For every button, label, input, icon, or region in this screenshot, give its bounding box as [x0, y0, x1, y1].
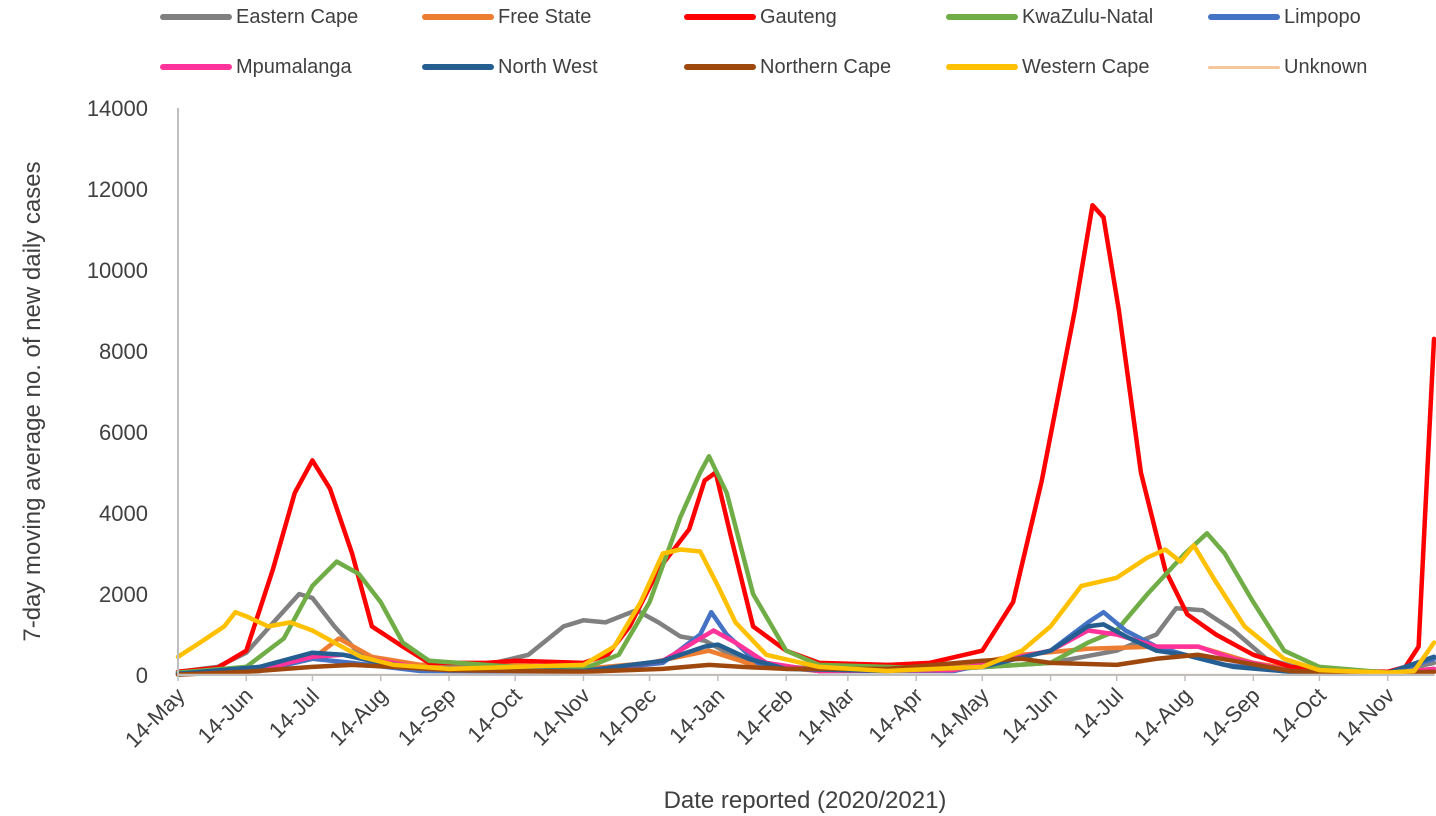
- series-line-gauteng: [175, 202, 1436, 675]
- x-tick-label: 14-Dec: [593, 683, 661, 751]
- x-tick-label: 14-May: [120, 683, 190, 753]
- y-tick-label: 4000: [99, 501, 148, 526]
- x-tick-label: 14-Jul: [1068, 683, 1128, 743]
- x-tick-label: 14-Jun: [997, 683, 1062, 748]
- x-tick-label: 14-Sep: [393, 683, 461, 751]
- y-axis-title: 7-day moving average no. of new daily ca…: [19, 161, 46, 641]
- x-tick-label: 14-Apr: [863, 683, 927, 747]
- legend-label: Limpopo: [1284, 5, 1361, 28]
- legend-item-northern-cape: Northern Cape: [684, 52, 891, 82]
- x-tick-label: 14-Jul: [264, 683, 324, 743]
- x-tick-label: 14-Sep: [1197, 683, 1265, 751]
- legend-swatch: [160, 14, 232, 20]
- legend-item-mpumalanga: Mpumalanga: [160, 52, 352, 82]
- series-line-eastern-cape: [175, 591, 1436, 675]
- legend-swatch: [946, 64, 1018, 70]
- y-tick-label: 14000: [87, 96, 148, 121]
- legend-swatch: [1208, 65, 1280, 69]
- legend-swatch: [684, 14, 756, 20]
- x-axis-ticks: 14-May 14-Jun 14-Jul 14-Aug 14-Sep 14-Oct 14-N…: [120, 675, 1399, 752]
- x-axis-title: Date reported (2020/2021): [664, 787, 947, 814]
- x-tick-label: 14-Aug: [324, 683, 392, 751]
- series-line-kwazulu-natal: [175, 454, 1436, 675]
- y-tick-label: 10000: [87, 258, 148, 283]
- y-tick-label: 6000: [99, 420, 148, 445]
- legend-label: Western Cape: [1022, 55, 1150, 78]
- legend-item-western-cape: Western Cape: [946, 52, 1149, 82]
- chart-legend: Eastern Cape Free State Gauteng KwaZulu-Nat…: [0, 0, 1436, 96]
- x-tick-label: 14-Mar: [792, 683, 859, 750]
- legend-swatch: [422, 64, 494, 70]
- legend-label: Mpumalanga: [236, 55, 352, 78]
- legend-item-unknown: Unknown: [1208, 52, 1367, 82]
- x-tick-label: 14-Oct: [1267, 683, 1331, 747]
- legend-label: Eastern Cape: [236, 5, 359, 28]
- y-tick-label: 0: [136, 663, 148, 688]
- y-tick-label: 8000: [99, 339, 148, 364]
- series-layer: [175, 202, 1436, 677]
- x-tick-label: 14-Jan: [664, 683, 729, 748]
- legend-item-eastern-cape: Eastern Cape: [160, 2, 358, 32]
- legend-label: Unknown: [1284, 55, 1368, 78]
- legend-swatch: [1208, 14, 1280, 20]
- x-tick-label: 14-May: [924, 683, 994, 753]
- legend-swatch: [422, 14, 494, 20]
- x-tick-label: 14-Feb: [731, 683, 798, 750]
- legend-item-north-west: North West: [422, 52, 598, 82]
- legend-label: Northern Cape: [760, 55, 892, 78]
- x-tick-label: 14-Aug: [1129, 683, 1197, 751]
- legend-swatch: [684, 64, 756, 70]
- legend-swatch: [160, 64, 232, 70]
- x-tick-label: 14-Jun: [193, 683, 258, 748]
- x-tick-label: 14-Nov: [527, 683, 595, 751]
- legend-swatch: [946, 14, 1018, 20]
- legend-item-gauteng: Gauteng: [684, 2, 837, 32]
- legend-label: Free State: [498, 5, 592, 28]
- legend-item-free-state: Free State: [422, 2, 591, 32]
- legend-label: Gauteng: [760, 5, 837, 28]
- legend-label: KwaZulu-Natal: [1022, 5, 1154, 28]
- y-axis-ticks: 0 2000 4000 6000 8000 10000 12000 14000: [87, 96, 148, 688]
- y-tick-label: 2000: [99, 582, 148, 607]
- legend-item-kwazulu-natal: KwaZulu-Natal: [946, 2, 1153, 32]
- x-tick-label: 14-Nov: [1331, 683, 1399, 751]
- x-tick-label: 14-Oct: [462, 683, 526, 747]
- y-tick-label: 12000: [87, 177, 148, 202]
- legend-label: North West: [498, 55, 598, 78]
- series-line-western-cape: [175, 543, 1436, 675]
- legend-item-limpopo: Limpopo: [1208, 2, 1361, 32]
